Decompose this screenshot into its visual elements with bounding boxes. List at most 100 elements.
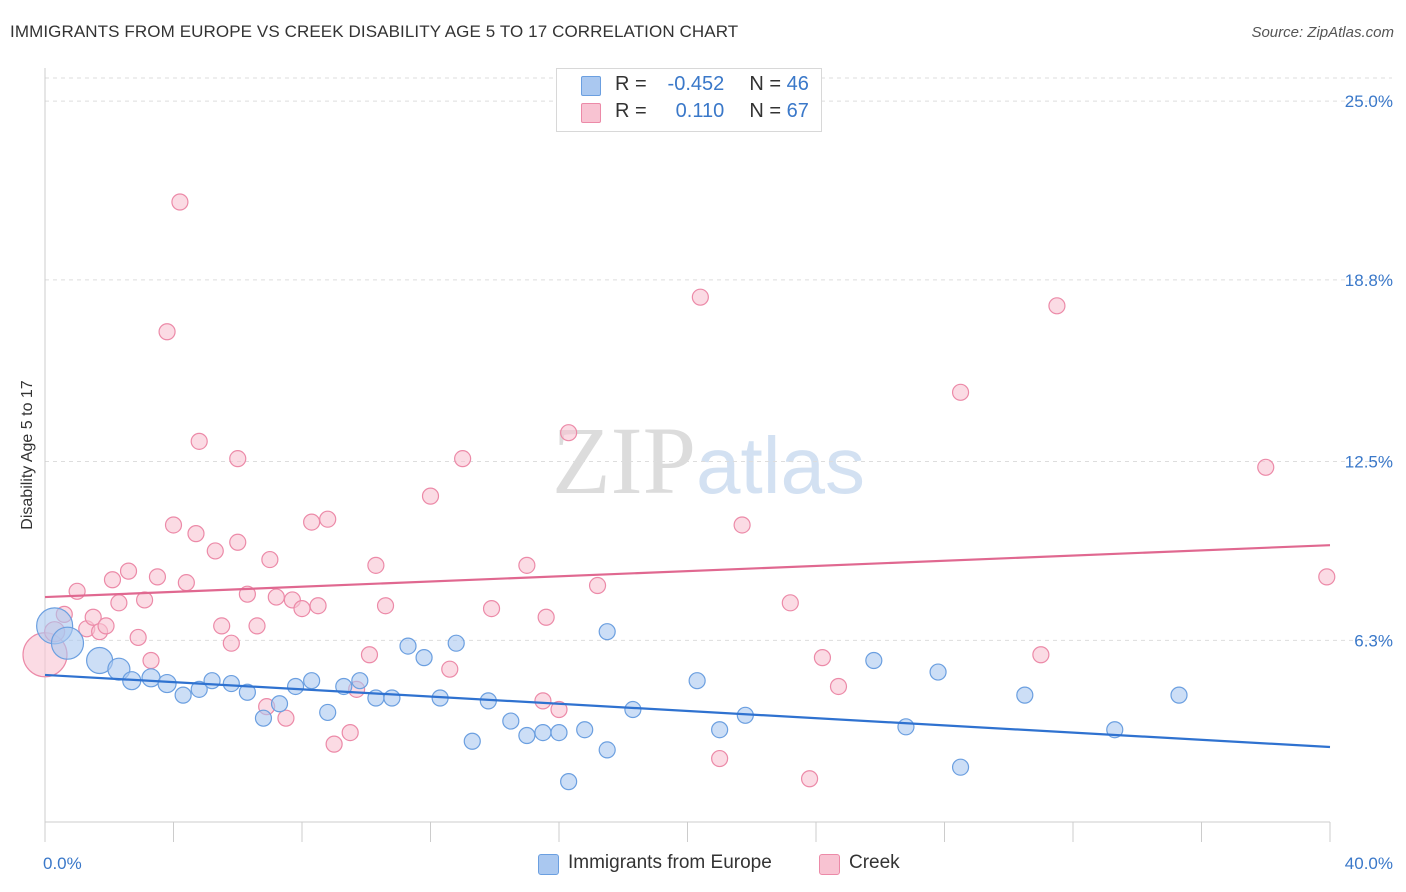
watermark-atlas: atlas [696,421,865,510]
creek-point [733,516,751,534]
legend-n-label: N = [749,100,782,122]
europe-point [688,672,706,690]
watermark: ZIPatlas [552,405,865,516]
creek-point [691,288,709,306]
europe-point [254,709,273,727]
y-tick-label: 18.8% [1345,271,1393,290]
creek-point [1318,568,1336,586]
europe-point [711,721,729,739]
creek-point [97,617,115,635]
legend-n-value: 46 [786,73,809,95]
creek-point [518,556,536,574]
y-tick-label: 6.3% [1354,631,1393,650]
y-tick-label: 25.0% [1345,92,1393,111]
tick-labels: 6.3% 12.5% 18.8% 25.0% 0.0% 40.0% [43,92,1393,873]
creek-point [1032,646,1050,664]
europe-point [50,626,85,660]
europe-point [415,649,433,667]
creek-point [813,649,832,667]
legend-text-creek: R = 0.110 N = 67 [615,100,809,123]
creek-point [367,556,385,574]
creek-point [560,424,578,442]
creek-point [238,585,256,603]
europe-point [383,689,401,707]
europe-point [399,637,417,655]
europe-point [951,758,970,776]
creek-point [206,542,224,560]
legend-swatch-creek [581,103,601,123]
legend-r-label: R = [615,100,647,122]
creek-point [171,193,189,211]
europe-point [576,721,594,739]
creek-point [800,770,819,788]
creek-point [148,568,167,586]
europe-points [36,607,1188,791]
legend-swatch-europe [581,76,601,96]
trend-lines [44,544,1331,749]
creek-point [319,510,337,528]
creek-point [588,576,607,595]
europe-point [157,673,177,694]
y-tick-label: 12.5% [1345,453,1393,472]
creek-point [1257,458,1275,476]
europe-point [502,712,520,730]
legend-label-europe: Immigrants from Europe [568,852,772,873]
creek-point [229,533,247,551]
europe-point [351,672,369,690]
europe-point [518,726,536,745]
creek-point [441,660,459,678]
europe-point [141,668,161,688]
creek-point [421,487,440,505]
europe-point [534,724,552,742]
creek-point [951,383,970,401]
creek-trend-line [44,544,1331,599]
creek-point [187,525,205,543]
creek-point [129,628,147,647]
europe-point [286,677,305,696]
creek-point [534,692,552,710]
creek-point [84,608,102,626]
creek-point [360,646,379,664]
chart-title: IMMIGRANTS FROM EUROPE VS CREEK DISABILI… [10,22,739,41]
legend-r-value: -0.452 [667,73,725,95]
creek-point [303,513,321,531]
europe-point [238,683,256,701]
x-tick-label: 40.0% [1345,854,1393,873]
creek-point [177,574,195,592]
europe-point [222,674,240,693]
creek-point [829,677,848,696]
europe-point [303,672,321,690]
axes [44,68,1331,842]
europe-point [319,703,337,722]
europe-point [897,718,915,736]
europe-point [463,732,481,750]
creek-point [454,450,472,468]
creek-point [248,617,266,635]
europe-point [560,773,578,791]
creek-point [1048,297,1066,315]
europe-point [598,623,616,641]
europe-trend-line [44,673,1331,749]
legend-n-label: N = [749,73,782,95]
watermark-zip: ZIP [552,407,696,514]
europe-point [1170,686,1188,704]
legend-r-value: 0.110 [675,100,725,122]
creek-point [482,600,501,618]
creek-point [781,594,799,612]
creek-point [229,450,247,468]
europe-point [550,724,568,742]
europe-point [203,672,221,690]
europe-point [1016,686,1034,704]
gridlines [45,77,1392,641]
creek-points [22,193,1336,788]
legend-n-value: 67 [786,100,809,122]
creek-point [110,594,128,612]
creek-point [711,749,729,768]
creek-point [158,323,176,341]
correlation-legend: R = -0.452 N = 46 R = 0.110 N = 67 [556,68,822,132]
creek-point [222,634,240,652]
legend-text-europe: R = -0.452 N = 46 [615,73,809,96]
legend-r-label: R = [615,73,647,95]
creek-point [119,562,138,580]
